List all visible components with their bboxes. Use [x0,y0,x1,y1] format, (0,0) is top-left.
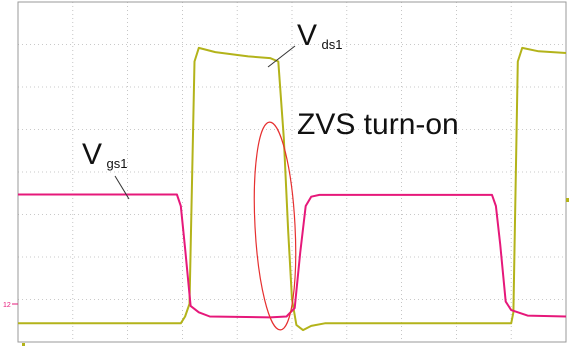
vgs1-label-sub: gs1 [106,156,127,171]
vds1-label: V ds1 [297,19,342,52]
vds1-leader-line [267,45,296,68]
vgs1-label: V gs1 [82,138,127,171]
trace-vgs1 [18,193,567,319]
vds1-label-main: V [297,19,317,52]
traces [18,46,567,332]
zvs-label: ZVS turn-on [297,108,459,141]
ground-marker: 12 [3,302,11,309]
plot-frame [17,1,567,343]
right-edge-marker [566,198,569,202]
vds1-label-sub: ds1 [321,37,342,52]
vgs1-label-main: V [82,138,102,171]
zvs-ellipse [253,121,297,331]
vgs1-leader-line [114,175,130,200]
trace-vds1 [18,46,567,332]
corner-mark [22,343,25,346]
grid [18,2,566,342]
